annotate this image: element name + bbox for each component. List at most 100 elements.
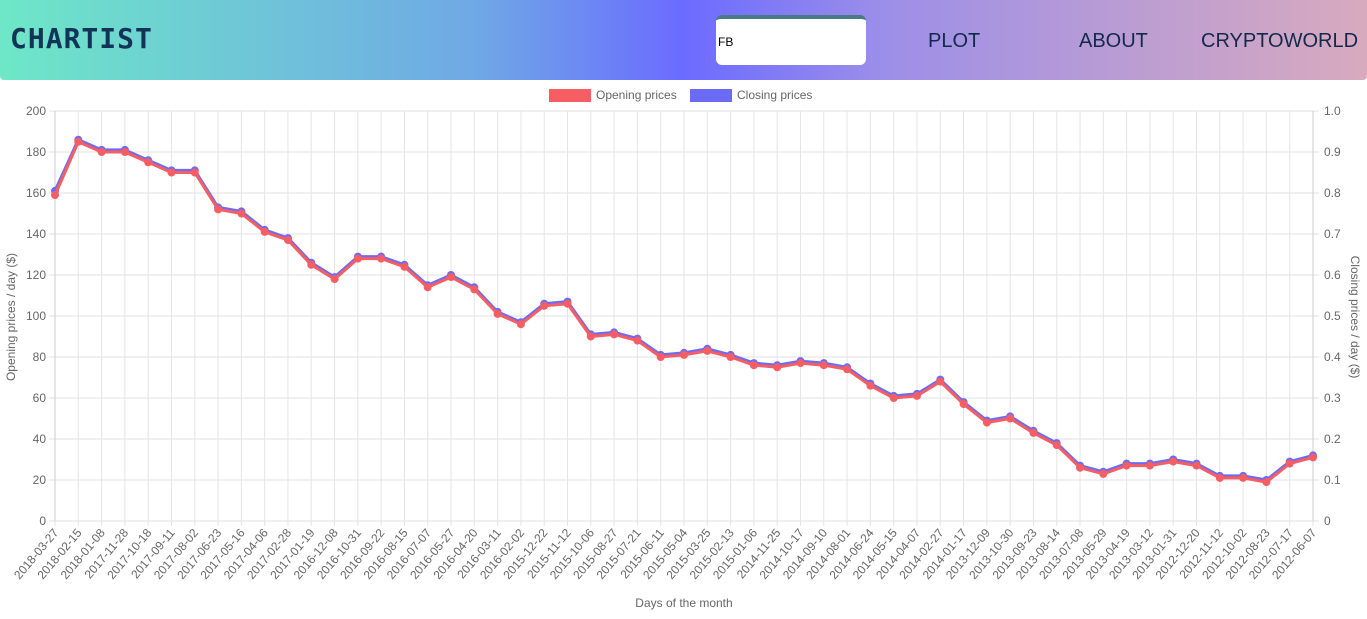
x-axis-label: Days of the month: [635, 596, 732, 610]
data-point: [190, 168, 199, 177]
data-point: [656, 353, 665, 361]
left-tick-label: 0: [39, 514, 46, 528]
data-point: [866, 381, 875, 390]
nav-link-cryptoworld[interactable]: CRYPTOWORLD: [1201, 30, 1359, 52]
nav-link-about[interactable]: ABOUT: [1079, 30, 1148, 52]
data-point: [1262, 478, 1271, 487]
data-point: [773, 363, 782, 372]
data-point: [1006, 414, 1015, 423]
data-point: [260, 227, 269, 236]
price-chart-area: 0 20 40 60 80 100 120 140 160 180 200 0 0.1 0.2 0.3 0.…: [0, 80, 1367, 614]
chart-series: [51, 135, 1317, 487]
navbar: CHARTIST PLOT ABOUT CRYPTOWORLD: [0, 0, 1367, 80]
data-point: [726, 353, 735, 361]
data-point: [610, 330, 619, 339]
data-point: [400, 262, 409, 271]
data-point: [982, 418, 991, 427]
left-tick-label: 20: [33, 473, 47, 487]
data-point: [1076, 463, 1084, 472]
data-point: [1029, 428, 1038, 437]
data-point: [703, 346, 712, 355]
right-axis-ticks: 0 0.1 0.2 0.3 0.4 0.5 0.6 0.7 0.8 0.9 1.0: [1324, 104, 1341, 528]
data-point: [586, 332, 595, 341]
right-tick-label: 0.3: [1324, 391, 1341, 405]
brand-logo[interactable]: CHARTIST: [10, 22, 153, 55]
x-axis-ticks: 2018-03-272018-02-152018-01-082017-11-28…: [11, 526, 1319, 582]
data-point: [680, 350, 688, 359]
legend-swatch: [690, 89, 732, 102]
left-tick-label: 200: [26, 104, 46, 118]
data-point: [51, 191, 59, 200]
data-point: [1122, 461, 1131, 470]
data-point: [936, 377, 945, 386]
legend-label: Opening prices: [596, 88, 677, 102]
data-point: [167, 168, 176, 177]
data-point: [563, 299, 572, 308]
left-tick-label: 80: [33, 350, 47, 364]
series-opening-prices: [51, 137, 1317, 487]
data-point: [540, 301, 549, 310]
left-tick-label: 100: [26, 309, 46, 323]
data-point: [1169, 457, 1178, 466]
data-point: [423, 283, 432, 292]
data-point: [633, 336, 642, 345]
data-point: [353, 254, 362, 263]
legend-swatch: [549, 89, 591, 102]
data-point: [97, 148, 106, 156]
data-point: [120, 148, 129, 156]
data-point: [330, 275, 339, 284]
right-tick-label: 0.1: [1324, 473, 1341, 487]
right-tick-label: 0.6: [1324, 268, 1341, 282]
data-point: [516, 320, 525, 329]
data-point: [1145, 461, 1154, 470]
legend-label: Closing prices: [737, 88, 812, 102]
data-point: [959, 400, 968, 409]
data-point: [74, 137, 83, 146]
right-tick-label: 0: [1324, 514, 1331, 528]
data-point: [913, 391, 921, 400]
data-point: [1239, 473, 1248, 482]
data-point: [843, 365, 852, 374]
left-tick-label: 40: [33, 432, 47, 446]
data-point: [819, 361, 828, 370]
ticker-search-input[interactable]: [718, 33, 858, 51]
data-point: [1192, 461, 1201, 470]
right-tick-label: 0.8: [1324, 186, 1341, 200]
data-point: [144, 158, 153, 167]
data-point: [214, 205, 223, 214]
right-tick-label: 0.9: [1324, 145, 1341, 159]
left-tick-label: 180: [26, 145, 46, 159]
chart-legend: Opening prices Closing prices: [549, 88, 812, 102]
data-point: [1285, 459, 1294, 468]
left-axis-label: Opening prices / day ($): [4, 253, 18, 381]
data-point: [749, 361, 758, 370]
right-tick-label: 0.2: [1324, 432, 1341, 446]
nav-link-plot[interactable]: PLOT: [928, 30, 981, 52]
data-point: [1099, 469, 1108, 478]
chart-grid: [49, 110, 1319, 526]
left-tick-label: 120: [26, 268, 46, 282]
data-point: [796, 359, 805, 368]
right-tick-label: 0.4: [1324, 350, 1341, 364]
price-chart: 0 20 40 60 80 100 120 140 160 180 200 0 0.1 0.2 0.3 0.…: [4, 88, 1362, 610]
right-tick-label: 0.7: [1324, 227, 1341, 241]
right-tick-label: 1.0: [1324, 104, 1341, 118]
left-tick-label: 160: [26, 186, 46, 200]
left-tick-label: 60: [33, 391, 47, 405]
ticker-search-box[interactable]: [716, 15, 866, 65]
data-point: [284, 236, 292, 245]
left-axis-ticks: 0 20 40 60 80 100 120 140 160 180 200: [26, 104, 46, 528]
data-point: [1215, 473, 1224, 482]
left-tick-label: 140: [26, 227, 46, 241]
data-point: [1309, 453, 1317, 462]
data-point: [307, 260, 316, 269]
data-point: [493, 309, 502, 318]
data-point: [889, 394, 898, 402]
data-point: [237, 209, 246, 218]
data-point: [377, 254, 386, 263]
data-point: [447, 273, 455, 282]
data-point: [1052, 441, 1061, 450]
right-axis-label: Closing prices / day ($): [1348, 256, 1362, 379]
right-tick-label: 0.5: [1324, 309, 1341, 323]
data-point: [470, 285, 479, 294]
